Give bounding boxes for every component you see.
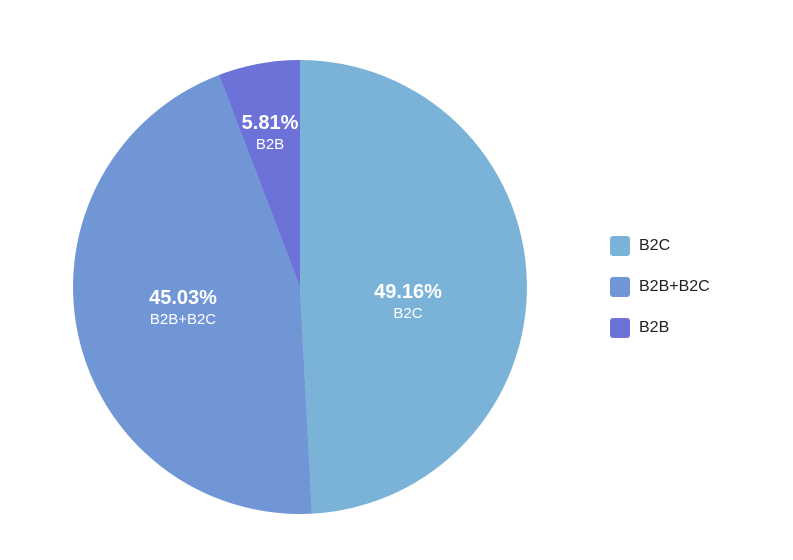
legend-label-b2b-b2c: B2B+B2C	[639, 278, 710, 295]
slice-name-label-b2b-b2c: B2B+B2C	[150, 311, 216, 328]
pie-slice-b2c[interactable]	[300, 60, 527, 514]
legend-item-b2b[interactable]: B2B	[610, 317, 710, 339]
slice-percent-label-b2b-b2c: 45.03%	[149, 287, 217, 309]
legend: B2C B2B+B2C B2B	[610, 235, 710, 358]
slice-percent-label-b2b: 5.81%	[242, 112, 299, 134]
pie-labels: 49.16% B2C 45.03% B2B+B2C 5.81% B2B	[149, 112, 442, 328]
legend-swatch-b2b-b2c	[610, 277, 630, 297]
legend-item-b2b-b2c[interactable]: B2B+B2C	[610, 276, 710, 298]
pie-slices	[73, 60, 527, 514]
legend-label-b2c: B2C	[639, 237, 671, 254]
legend-item-b2c[interactable]: B2C	[610, 235, 710, 257]
legend-swatch-b2b	[610, 318, 630, 338]
pie-slice-b2b[interactable]	[218, 60, 300, 287]
slice-name-label-b2b: B2B	[256, 136, 284, 153]
pie-slice-b2b-b2c[interactable]	[73, 74, 312, 514]
slice-name-label-b2c: B2C	[393, 305, 422, 322]
legend-label-b2b: B2B	[639, 319, 670, 336]
legend-swatch-b2c	[610, 236, 630, 256]
slice-percent-label-b2c: 49.16%	[374, 281, 442, 303]
